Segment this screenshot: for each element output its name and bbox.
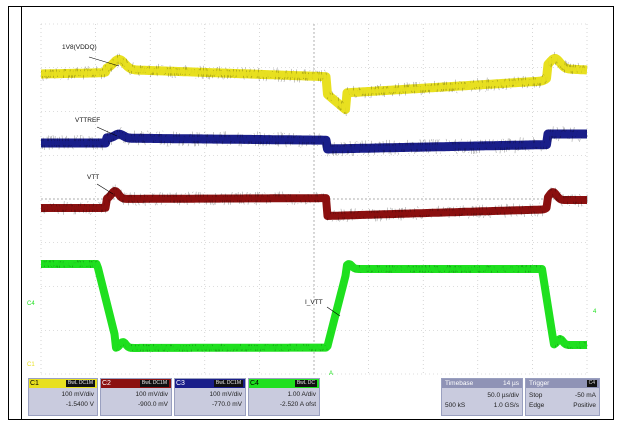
channel-1-coupling: BwL DC1M	[65, 380, 95, 387]
trigger-type: Edge	[529, 402, 545, 409]
trace-c3-line	[41, 131, 587, 152]
channel-2-offset: -900.0 mV	[138, 401, 168, 408]
timebase-title: Timebase	[445, 380, 474, 387]
channel-3-descriptor[interactable]: C3 BwL DC1M 100 mV/div -770.0 mV	[174, 378, 246, 416]
status-bar: C1 BwL DC1M 100 mV/div -1.5400 V C2 BwL …	[27, 378, 602, 418]
channel-2-name: C2	[102, 380, 111, 387]
channel-1-name: C1	[30, 380, 39, 387]
channel-2-descriptor[interactable]: C2 BwL DC1M 100 mV/div -900.0 mV	[100, 378, 172, 416]
channel-1-descriptor[interactable]: C1 BwL DC1M 100 mV/div -1.5400 V	[28, 378, 98, 416]
channel-1-ground-marker[interactable]: C1	[27, 362, 35, 368]
trace-c4-line	[41, 262, 587, 351]
pointer-i-vtt	[326, 306, 341, 317]
timebase-samples: 500 kS	[445, 402, 466, 409]
timebase-descriptor[interactable]: Timebase 14 µs 50.0 µs/div 500 kS 1.0 GS…	[441, 378, 523, 416]
trigger-slope: Positive	[573, 402, 596, 409]
channel-1-offset: -1.5400 V	[65, 401, 94, 408]
trigger-descriptor[interactable]: Trigger C4 Stop -50 mA Edge Positive	[525, 378, 600, 416]
trigger-level: -50 mA	[575, 392, 596, 399]
trigger-position-marker[interactable]: A	[329, 371, 334, 377]
channel-4-offset: -2.520 A ofst	[279, 401, 316, 408]
trace-label-vtt: VTT	[87, 174, 100, 181]
pointer-vtt	[96, 183, 114, 195]
pointer-1v8-vddq	[88, 56, 120, 67]
timebase-position: 14 µs	[502, 380, 519, 387]
trace-label-vttref: VTTREF	[75, 117, 101, 124]
channel-3-coupling: BwL DC1M	[213, 380, 243, 387]
channel-3-offset: -770.0 mV	[212, 401, 242, 408]
channel-4-ground-marker[interactable]: C4	[27, 301, 35, 307]
waveform-screen[interactable]	[27, 22, 602, 378]
timebase-per-div: 50.0 µs/div	[487, 392, 519, 399]
channel-4-coupling: BwL DC	[294, 380, 317, 387]
channel-2-scale: 100 mV/div	[135, 391, 168, 398]
trace-label-1v8-vddq: 1V8(VDDQ)	[62, 44, 97, 51]
pointer-vttref	[96, 126, 118, 137]
trace-c1-line	[41, 56, 588, 114]
trace-c2-line	[41, 189, 587, 218]
waveform-traces	[38, 51, 590, 352]
timebase-rate: 1.0 GS/s	[493, 402, 519, 409]
channel-4-scale: 1.00 A/div	[287, 391, 316, 398]
trigger-mode: Stop	[529, 392, 543, 399]
trigger-title: Trigger	[529, 380, 550, 387]
channel-4-level-marker[interactable]: 4	[593, 309, 597, 315]
channel-1-scale: 100 mV/div	[61, 391, 94, 398]
channel-3-name: C3	[176, 380, 185, 387]
channel-4-name: C4	[250, 380, 259, 387]
channel-3-scale: 100 mV/div	[209, 391, 242, 398]
trigger-source: C4	[586, 380, 597, 387]
trace-label-i-vtt: I_VTT	[305, 299, 323, 306]
oscilloscope-display: 1V8(VDDQ) VTTREF VTT I_VTT C4 C1 4 A C1 …	[27, 22, 602, 418]
frame-divider	[21, 7, 22, 419]
channel-4-descriptor[interactable]: C4 BwL DC 1.00 A/div -2.520 A ofst	[248, 378, 320, 416]
channel-2-coupling: BwL DC1M	[139, 380, 169, 387]
